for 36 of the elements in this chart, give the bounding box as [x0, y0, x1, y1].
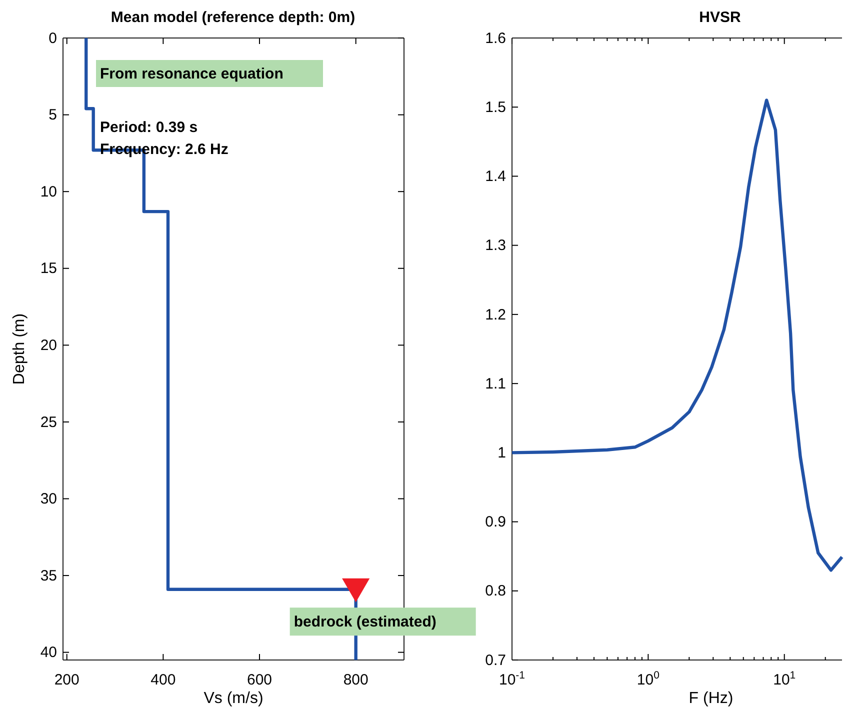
x-tick-label: 10$^{-1}$ — [498, 670, 526, 689]
y-tick-label: 5 — [48, 106, 57, 124]
x-tick-label: 400 — [150, 672, 176, 689]
y-tick-label: 0.7 — [485, 652, 506, 669]
chart-title: HVSR — [699, 9, 741, 26]
y-tick-label: 0.8 — [485, 582, 506, 600]
x-tick-label: 200 — [54, 672, 80, 689]
x-tick-label: 10$^{1}$ — [773, 670, 796, 689]
annotation: Frequency: 2.6 Hz — [100, 141, 228, 158]
y-tick-label: 1.1 — [485, 375, 506, 392]
y-tick-label: 20 — [40, 336, 57, 354]
y-tick-label: 35 — [40, 567, 57, 584]
y-tick-label: 1.6 — [485, 30, 506, 47]
x-tick-label: 800 — [343, 672, 368, 689]
y-tick-label: 30 — [40, 490, 57, 508]
x-axis-title: Vs (m/s) — [204, 690, 264, 707]
y-tick-label: 40 — [40, 644, 57, 662]
y-tick-label: 0 — [48, 30, 57, 47]
chart-title: Mean model (reference depth: 0m) — [110, 9, 356, 26]
annotation: Period: 0.39 s — [100, 119, 198, 136]
annotation: From resonance equation — [100, 66, 284, 82]
y-tick-label: 1.2 — [485, 306, 506, 324]
y-tick-label: 15 — [40, 260, 57, 278]
line-series — [84, 36, 358, 662]
y-axis-title: Depth (m) — [11, 313, 28, 385]
annotation: bedrock (estimated) — [294, 614, 436, 631]
y-tick-label: 0.9 — [485, 514, 506, 531]
y-tick-label: 10 — [40, 183, 57, 200]
x-tick-label: 10$^{0}$ — [636, 670, 660, 689]
y-tick-label: 1.4 — [485, 168, 506, 186]
y-tick-label: 1.5 — [485, 98, 506, 116]
y-tick-label: 25 — [40, 414, 57, 431]
y-tick-label: 1 — [498, 444, 506, 462]
x-axis-title: F (Hz) — [688, 690, 734, 707]
x-tick-label: 600 — [246, 672, 272, 689]
y-tick-label: 1.3 — [485, 237, 506, 254]
